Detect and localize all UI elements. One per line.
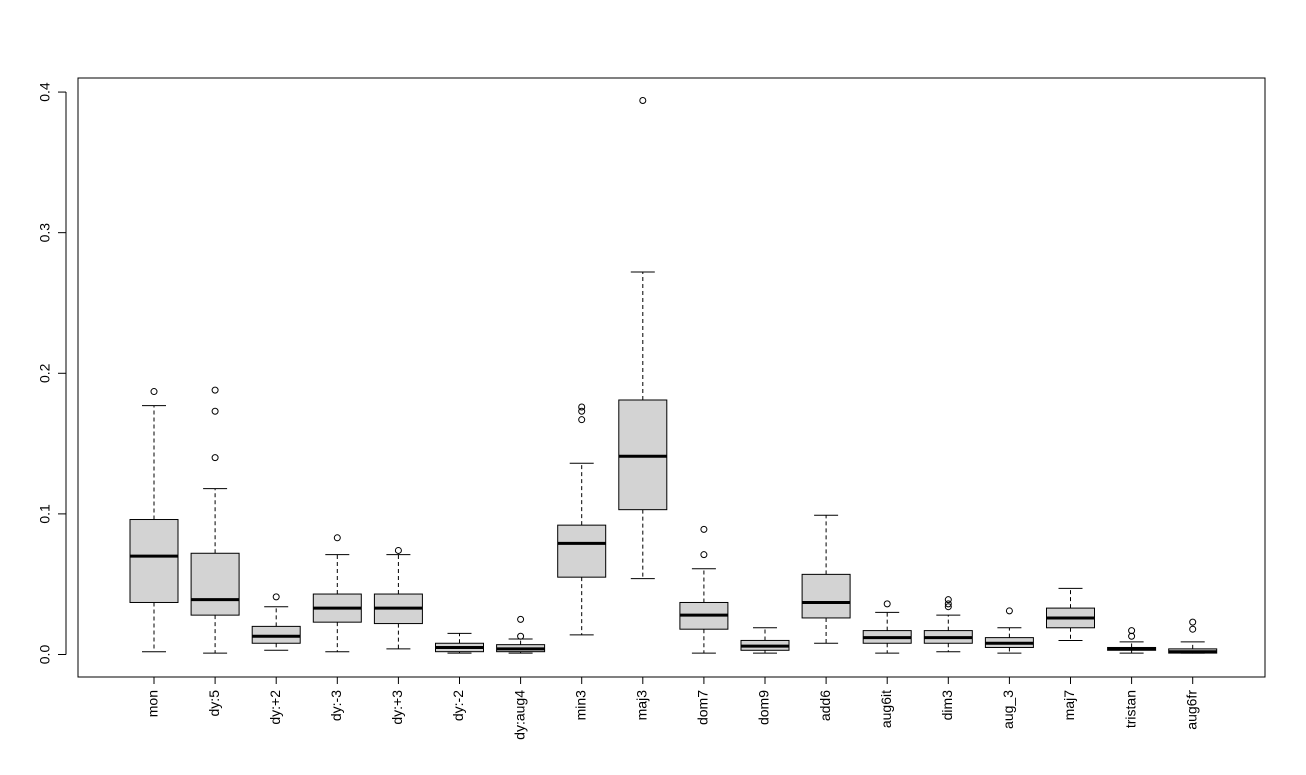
outlier-point	[394, 546, 402, 554]
box-tristan	[1107, 627, 1157, 654]
x-tick-label: dy:+2	[267, 690, 283, 725]
box-dy:-2	[435, 632, 484, 654]
x-tick-label: maj3	[634, 690, 650, 721]
box-dy:+3	[373, 546, 423, 650]
plot-frame	[77, 77, 1266, 678]
outlier-point	[1005, 607, 1013, 615]
x-tick-label: dim3	[939, 690, 955, 721]
x-tick-label: dy:-2	[450, 690, 466, 721]
outlier-point	[700, 551, 708, 559]
outlier-point	[211, 454, 219, 462]
y-tick-label: 0.3	[37, 223, 53, 243]
x-tick-label: min3	[572, 690, 588, 721]
outlier-point	[1189, 618, 1197, 626]
y-tick-label: 0.1	[37, 504, 53, 524]
outlier-point	[517, 615, 525, 623]
box-maj7	[1046, 587, 1095, 641]
outlier-point	[211, 407, 219, 415]
box-dom7	[679, 525, 729, 654]
outlier-point	[578, 407, 586, 415]
box-aug_3	[984, 607, 1034, 654]
outlier-point	[517, 632, 525, 640]
outlier-point	[639, 96, 647, 104]
box-dom9	[740, 627, 790, 654]
outlier-point	[578, 403, 586, 411]
y-tick-label: 0.2	[37, 363, 53, 383]
box-aug6fr	[1168, 618, 1218, 654]
outlier-point	[211, 386, 219, 394]
x-tick-label: maj7	[1061, 690, 1077, 721]
boxes	[129, 96, 1218, 654]
outlier-point	[150, 388, 158, 396]
box-mon	[129, 388, 179, 653]
y-tick-label: 0.4	[37, 82, 53, 102]
x-tick-label: dom7	[695, 690, 711, 725]
x-tick-label: aug_3	[1000, 690, 1016, 729]
outlier-point	[944, 596, 952, 604]
y-axis: 0.0 0.1 0.2 0.3 0.4	[37, 82, 67, 665]
y-tick-label: 0.0	[37, 645, 53, 665]
outlier-point	[578, 416, 586, 424]
x-tick-label: dom9	[756, 690, 772, 725]
outlier-point	[944, 600, 952, 608]
x-tick-label: add6	[817, 690, 833, 721]
x-tick-label: dy:-3	[328, 690, 344, 721]
iqr-box	[129, 519, 179, 603]
box-min3	[557, 403, 607, 636]
x-tick-label: aug6it	[878, 690, 894, 728]
box-dim3	[923, 596, 973, 653]
box-dy:aug4	[496, 615, 546, 654]
box-aug6it	[862, 600, 912, 654]
outlier-point	[1189, 625, 1197, 633]
x-tick-label: dy:+3	[389, 690, 405, 725]
outlier-point	[333, 534, 341, 542]
outlier-point	[883, 600, 891, 608]
x-tick-label: mon	[145, 690, 161, 717]
outlier-point	[1128, 632, 1136, 640]
box-dy:5	[190, 386, 240, 654]
iqr-box	[801, 573, 851, 619]
iqr-box	[557, 524, 607, 578]
outlier-point	[272, 593, 280, 601]
x-tick-label: tristan	[1122, 690, 1138, 728]
outlier-point	[1128, 627, 1136, 635]
x-tick-label: dy:5	[206, 690, 222, 717]
x-axis-labels: mon dy:5 dy:+2 dy:-3 dy:+3 dy:-2 dy:aug4 min3 ma…	[145, 676, 1199, 740]
iqr-box	[190, 552, 240, 616]
box-dy:+2	[251, 593, 301, 651]
outlier-point	[700, 525, 708, 533]
box-maj3	[618, 96, 668, 580]
x-tick-label: aug6fr	[1183, 690, 1199, 730]
outlier-point	[944, 603, 952, 611]
x-tick-label: dy:aug4	[511, 690, 527, 740]
box-dy:-3	[312, 534, 362, 653]
box-add6	[801, 514, 851, 644]
